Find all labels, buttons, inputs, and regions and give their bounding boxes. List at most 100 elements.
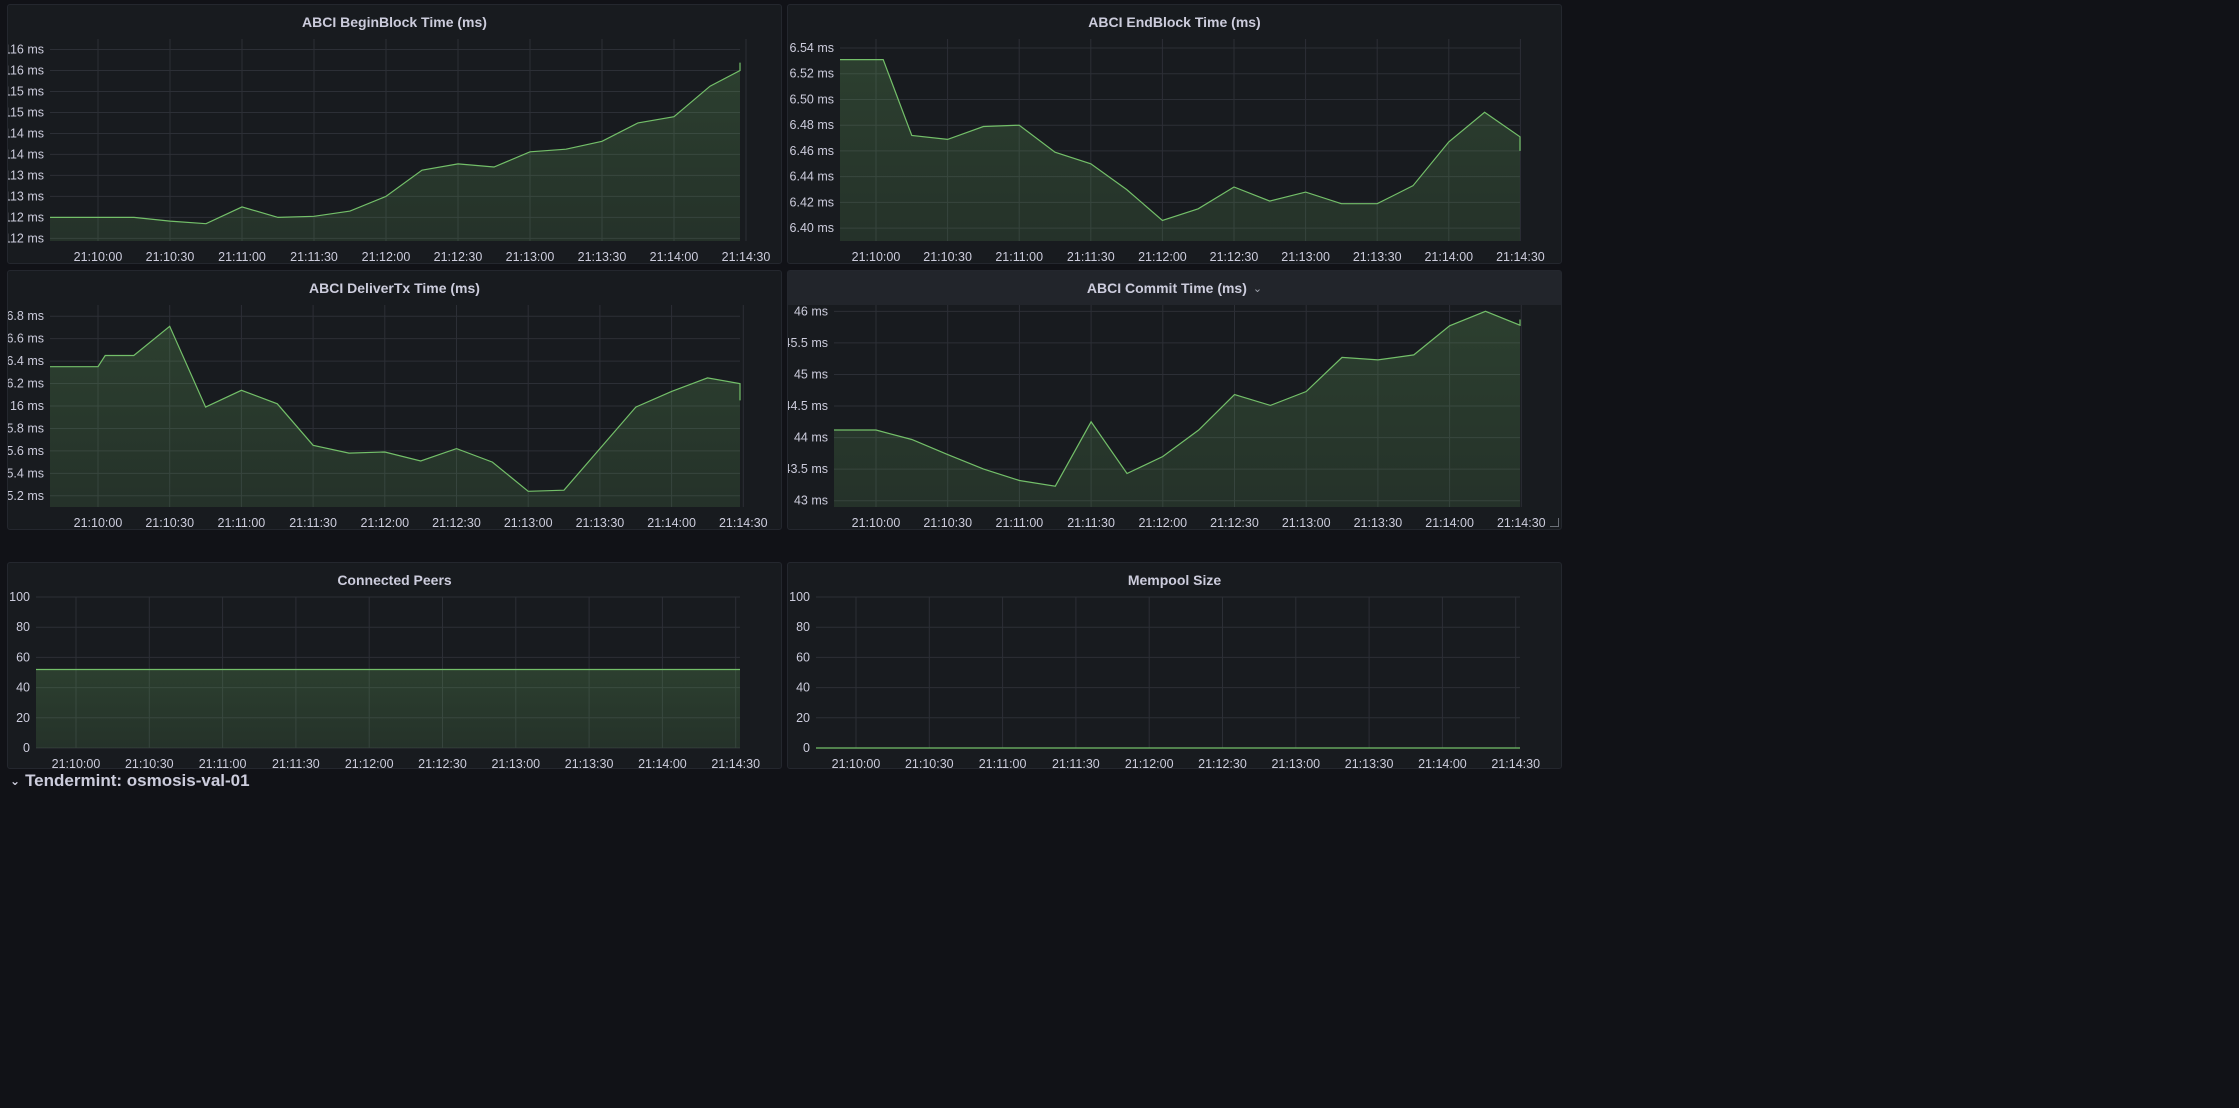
x-tick-label: 21:13:30 bbox=[1345, 757, 1394, 768]
x-tick-label: 21:11:30 bbox=[289, 516, 337, 529]
x-tick-label: 21:12:30 bbox=[418, 757, 467, 768]
panel-connected-peers: 0 20 40 60 80 100 21:10:00 21:10:30 21:11:00 21:1… bbox=[7, 562, 782, 769]
x-tick-label: 21:10:00 bbox=[852, 250, 901, 263]
x-tick-label: 21:13:00 bbox=[506, 250, 555, 263]
panel-title-text: ABCI EndBlock Time (ms) bbox=[1088, 14, 1261, 30]
x-tick-label: 21:12:30 bbox=[1198, 757, 1247, 768]
y-tick-label: 16.4 ms bbox=[8, 354, 44, 368]
panel-title-mempool[interactable]: Mempool Size bbox=[788, 563, 1561, 597]
x-tick-label: 21:13:30 bbox=[565, 757, 614, 768]
x-tick-label: 21:11:00 bbox=[199, 757, 247, 768]
panel-title-delivertx[interactable]: ABCI DeliverTx Time (ms) bbox=[8, 271, 781, 305]
y-tick-label: 6.40 ms bbox=[790, 221, 834, 235]
x-tick-label: 21:10:30 bbox=[923, 250, 972, 263]
x-tick-label: 21:14:00 bbox=[647, 516, 696, 529]
panel-mempool-size: 0 20 40 60 80 100 21:10:00 21:10:30 21:11:00 21:1… bbox=[787, 562, 1562, 769]
series-line[interactable] bbox=[834, 310, 1521, 487]
y-tick-label: 100 bbox=[789, 590, 810, 604]
x-tick-label: 21:11:00 bbox=[218, 516, 266, 529]
x-tick-label: 21:14:00 bbox=[650, 250, 699, 263]
x-tick-label: 21:10:30 bbox=[905, 757, 954, 768]
x-tick-label: 21:10:30 bbox=[146, 250, 195, 263]
chart-peers[interactable]: 0 20 40 60 80 100 21:10:00 21:10:30 21:11:00 21:1… bbox=[8, 563, 781, 768]
x-tick-label: 21:10:30 bbox=[145, 516, 194, 529]
y-tick-label: 6.52 ms bbox=[790, 67, 834, 81]
panel-title-text: ABCI BeginBlock Time (ms) bbox=[302, 14, 487, 30]
x-tick-label: 21:11:30 bbox=[1052, 757, 1100, 768]
x-tick-label: 21:10:30 bbox=[923, 516, 972, 529]
x-tick-label: 21:13:30 bbox=[1354, 516, 1403, 529]
chart-delivertx[interactable]: 15.2 ms 15.4 ms 15.6 ms 15.8 ms 16 ms 16.2 ms… bbox=[8, 271, 781, 529]
x-tick-label: 21:14:30 bbox=[722, 250, 771, 263]
panel-abci-beginblock: 112 ms 112 ms 113 ms 113 ms 114 ms 114 ms 115 … bbox=[7, 4, 782, 264]
panel-title-commit[interactable]: ABCI Commit Time (ms) ⌄ bbox=[788, 271, 1561, 305]
x-tick-label: 21:11:30 bbox=[272, 757, 320, 768]
y-tick-label: 6.46 ms bbox=[790, 144, 834, 158]
panel-title-endblock[interactable]: ABCI EndBlock Time (ms) bbox=[788, 5, 1561, 39]
x-tick-label: 21:11:00 bbox=[218, 250, 266, 263]
panel-abci-endblock: 6.40 ms 6.42 ms 6.44 ms 6.46 ms 6.48 ms 6.50 … bbox=[787, 4, 1562, 264]
series-line[interactable] bbox=[50, 62, 741, 225]
y-tick-label: 114 ms bbox=[8, 147, 44, 161]
x-tick-label: 21:11:30 bbox=[1067, 250, 1115, 263]
y-tick-label: 16.2 ms bbox=[8, 377, 44, 391]
y-tick-label: 6.48 ms bbox=[790, 118, 834, 132]
x-tick-label: 21:14:30 bbox=[719, 516, 768, 529]
series-line[interactable] bbox=[840, 59, 1521, 222]
x-tick-label: 21:12:00 bbox=[362, 250, 411, 263]
chart-commit[interactable]: 43 ms 43.5 ms 44 ms 44.5 ms 45 ms 45.5 ms 46 m… bbox=[788, 271, 1561, 529]
panel-title-peers[interactable]: Connected Peers bbox=[8, 563, 781, 597]
row-header-tendermint[interactable]: ⌄ Tendermint: osmosis-val-01 bbox=[10, 766, 250, 796]
y-tick-label: 113 ms bbox=[8, 189, 44, 203]
panel-menu-chevron-icon[interactable]: ⌄ bbox=[1252, 282, 1263, 295]
chart-beginblock[interactable]: 112 ms 112 ms 113 ms 113 ms 114 ms 114 ms 115 … bbox=[8, 5, 781, 263]
panel-resize-handle[interactable] bbox=[1550, 518, 1559, 527]
y-tick-label: 40 bbox=[796, 681, 810, 695]
x-tick-label: 21:12:00 bbox=[345, 757, 394, 768]
series-area bbox=[834, 311, 1520, 507]
y-tick-label: 15.8 ms bbox=[8, 421, 44, 435]
x-tick-label: 21:10:00 bbox=[74, 250, 123, 263]
y-tick-label: 80 bbox=[796, 620, 810, 634]
y-tick-label: 6.50 ms bbox=[790, 92, 834, 106]
y-tick-label: 114 ms bbox=[8, 126, 44, 140]
panel-title-text: Mempool Size bbox=[1127, 572, 1222, 588]
y-tick-label: 112 ms bbox=[8, 210, 44, 224]
y-tick-label: 15.6 ms bbox=[8, 444, 44, 458]
chart-mempool[interactable]: 0 20 40 60 80 100 21:10:00 21:10:30 21:11:00 21:1… bbox=[788, 563, 1561, 768]
y-tick-label: 16.8 ms bbox=[8, 309, 44, 323]
panel-title-text: ABCI Commit Time (ms) bbox=[1086, 280, 1247, 296]
panel-abci-delivertx: 15.2 ms 15.4 ms 15.6 ms 15.8 ms 16 ms 16.2 ms… bbox=[7, 270, 782, 530]
x-tick-label: 21:12:00 bbox=[1125, 757, 1174, 768]
series-area bbox=[50, 326, 740, 507]
y-tick-label: 6.54 ms bbox=[790, 41, 834, 55]
x-tick-label: 21:10:00 bbox=[852, 516, 901, 529]
x-tick-label: 21:14:30 bbox=[1497, 516, 1546, 529]
y-tick-label: 46 ms bbox=[794, 304, 828, 318]
y-tick-label: 44 ms bbox=[794, 431, 828, 445]
series-line[interactable] bbox=[50, 325, 741, 492]
x-tick-label: 21:12:30 bbox=[434, 250, 483, 263]
panel-title-beginblock[interactable]: ABCI BeginBlock Time (ms) bbox=[8, 5, 781, 39]
x-tick-label: 21:13:00 bbox=[1281, 250, 1330, 263]
row-title: Tendermint: osmosis-val-01 bbox=[25, 771, 250, 790]
x-tick-label: 21:12:00 bbox=[1138, 516, 1187, 529]
y-tick-label: 40 bbox=[16, 681, 30, 695]
y-tick-label: 115 ms bbox=[8, 105, 44, 119]
x-tick-label: 21:11:30 bbox=[290, 250, 338, 263]
y-tick-label: 44.5 ms bbox=[788, 399, 828, 413]
x-tick-label: 21:13:00 bbox=[491, 757, 540, 768]
x-tick-label: 21:10:00 bbox=[832, 757, 881, 768]
x-tick-label: 21:14:00 bbox=[1425, 516, 1474, 529]
panel-title-text: Connected Peers bbox=[337, 572, 452, 588]
row-collapse-chevron-icon[interactable]: ⌄ bbox=[10, 774, 21, 788]
y-tick-label: 15.2 ms bbox=[8, 489, 44, 503]
y-tick-label: 116 ms bbox=[8, 42, 44, 56]
chart-endblock[interactable]: 6.40 ms 6.42 ms 6.44 ms 6.46 ms 6.48 ms 6.50 … bbox=[788, 5, 1561, 263]
y-tick-label: 116 ms bbox=[8, 63, 44, 77]
x-tick-label: 21:12:00 bbox=[1138, 250, 1187, 263]
x-tick-label: 21:11:00 bbox=[979, 757, 1027, 768]
y-tick-label: 45.5 ms bbox=[788, 336, 828, 350]
x-tick-label: 21:14:30 bbox=[711, 757, 760, 768]
y-tick-label: 16 ms bbox=[10, 399, 44, 413]
